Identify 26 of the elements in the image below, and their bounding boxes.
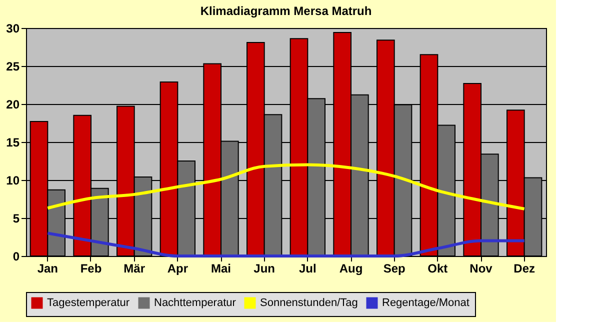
line-series <box>46 163 526 210</box>
legend-label: Regentage/Monat <box>382 297 470 309</box>
line-series <box>46 232 526 258</box>
x-tick-label: Aug <box>339 262 363 276</box>
x-tick-label: Jun <box>254 262 276 276</box>
legend-label: Tagestemperatur <box>47 297 130 309</box>
y-tick-label: 20 <box>6 98 20 112</box>
x-tick-label: Okt <box>428 262 448 276</box>
x-tick-label: Feb <box>80 262 102 276</box>
x-tick-label: Mai <box>210 262 232 276</box>
y-tick-label: 10 <box>6 174 20 188</box>
legend-label: Nachttemperatur <box>154 297 236 309</box>
x-tick-label: Jul <box>298 262 316 276</box>
x-tick-label: Sep <box>383 262 406 276</box>
x-tick-label: Jan <box>37 262 58 276</box>
y-tick-label: 25 <box>6 60 20 74</box>
x-tick-label: Mär <box>124 262 146 276</box>
y-tick-label: 15 <box>6 136 20 150</box>
x-tick-label: Dez <box>514 262 536 276</box>
chart-title: Klimadiagramm Mersa Matruh <box>200 4 372 18</box>
x-tick-label: Nov <box>470 262 493 276</box>
y-tick-label: 5 <box>12 212 20 226</box>
x-tick-label: Apr <box>167 262 188 276</box>
y-tick-label: 30 <box>6 22 20 36</box>
legend-label: Sonnenstunden/Tag <box>260 297 358 309</box>
y-tick-label: 0 <box>12 250 20 264</box>
